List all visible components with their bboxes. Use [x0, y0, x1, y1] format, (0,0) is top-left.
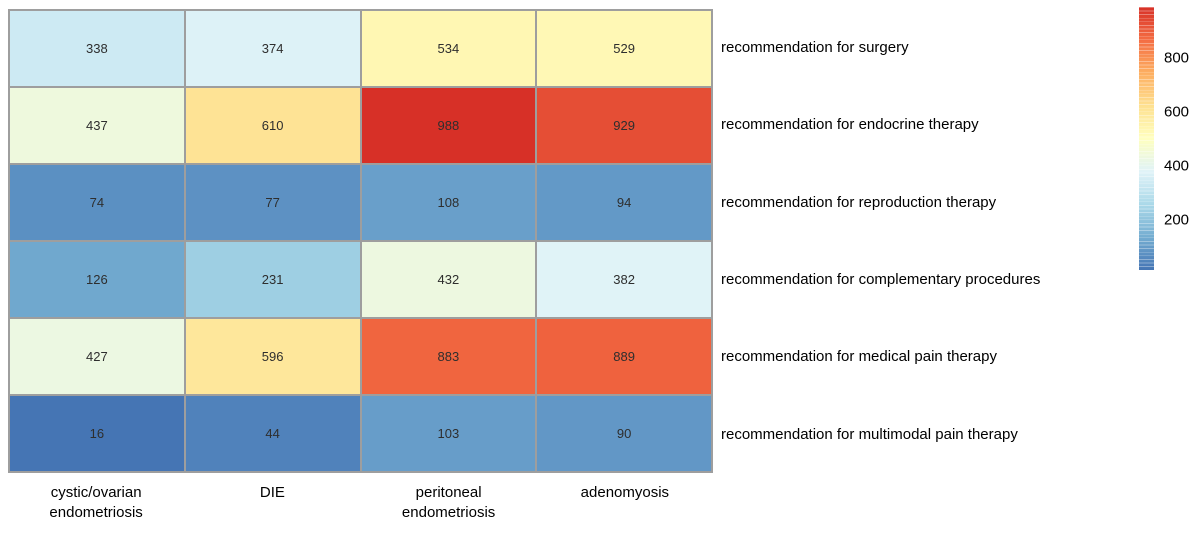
column-label: peritoneal endometriosis — [401, 484, 496, 521]
heatmap-cell: 94 — [537, 165, 711, 240]
heatmap-cell: 929 — [537, 88, 711, 163]
row-label: recommendation for endocrine therapy — [721, 116, 979, 134]
heatmap-cell: 231 — [185, 242, 360, 317]
heatmap-cell: 44 — [185, 396, 360, 471]
heatmap-cell: 432 — [361, 242, 536, 317]
heatmap-cell: 529 — [537, 11, 711, 86]
heatmap-column-labels: cystic/ovarian endometriosis DIE peritonea… — [8, 480, 713, 523]
heatmap-cell: 889 — [537, 319, 711, 394]
row-label: recommendation for surgery — [721, 39, 909, 57]
heatmap-cell: 126 — [10, 242, 184, 317]
colorbar-tick-labels: 200 400 600 800 — [1164, 7, 1200, 270]
heatmap-cell: 382 — [537, 242, 711, 317]
heatmap-cell: 883 — [361, 319, 536, 394]
heatmap-cell: 16 — [10, 396, 184, 471]
heatmap-cell: 103 — [361, 396, 536, 471]
colorbar-segment-stripes — [1139, 7, 1154, 270]
heatmap-cell: 374 — [185, 11, 360, 86]
column-label: adenomyosis — [580, 484, 670, 501]
colorbar-tick-label: 200 — [1164, 211, 1190, 229]
row-label: recommendation for complementary procedu… — [721, 271, 1041, 289]
heatmap-cell: 74 — [10, 165, 184, 240]
heatmap-cell: 108 — [361, 165, 536, 240]
heatmap-cell: 610 — [185, 88, 360, 163]
row-label: recommendation for multimodal pain thera… — [721, 425, 1018, 443]
row-label: recommendation for reproduction therapy — [721, 193, 997, 211]
colorbar-tick-label: 600 — [1164, 103, 1190, 121]
colorbar-tick-label: 400 — [1164, 157, 1190, 175]
heatmap-cell: 534 — [361, 11, 536, 86]
heatmap-cell: 988 — [361, 88, 536, 163]
heatmap-row-labels: recommendation for surgery recommendation… — [721, 9, 1131, 473]
row-label: recommendation for medical pain therapy — [721, 348, 997, 366]
heatmap-cell: 90 — [537, 396, 711, 471]
heatmap-cell: 338 — [10, 11, 184, 86]
column-label: cystic/ovarian endometriosis — [49, 484, 143, 521]
heatmap-cell: 427 — [10, 319, 184, 394]
column-label: DIE — [259, 484, 285, 501]
heatmap-grid: 338 374 534 529 437 610 988 929 74 77 108 94 126 231 4… — [8, 9, 713, 473]
colorbar-tick-label: 800 — [1164, 49, 1190, 67]
heatmap-cell: 596 — [185, 319, 360, 394]
colorbar-gradient — [1139, 7, 1154, 270]
heatmap-cell: 437 — [10, 88, 184, 163]
heatmap-cell: 77 — [185, 165, 360, 240]
